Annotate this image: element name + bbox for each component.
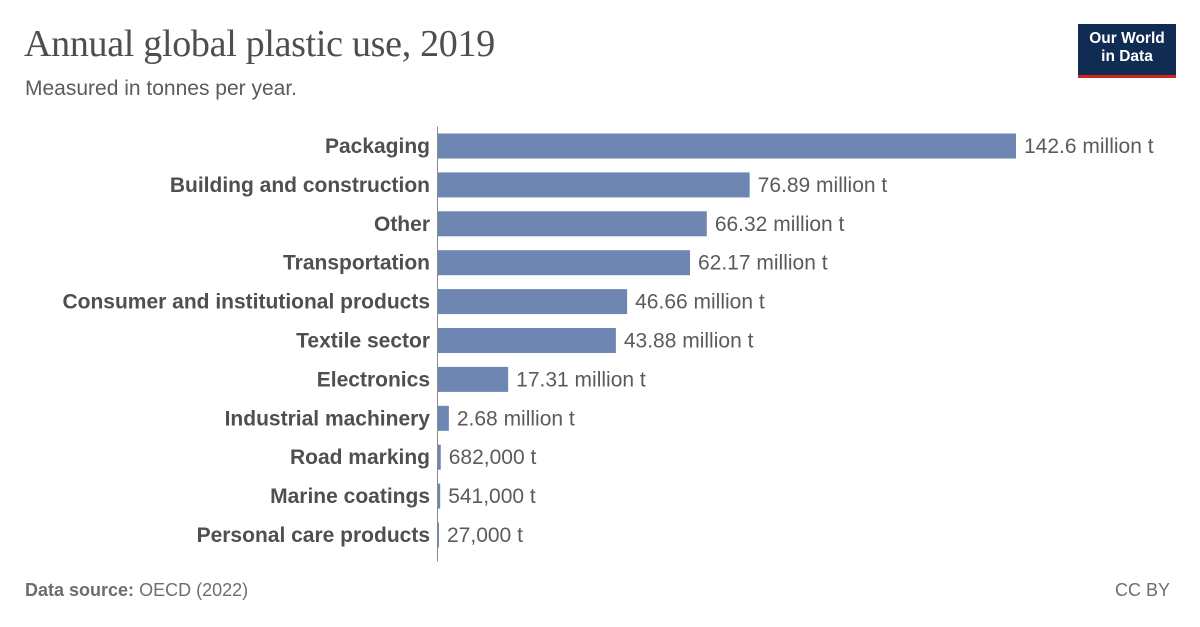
category-label: Road marking — [290, 446, 430, 469]
data-source-label: Data source: — [25, 580, 135, 600]
chart-subtitle: Measured in tonnes per year. — [25, 77, 297, 100]
chart-title: Annual global plastic use, 2019 — [24, 23, 495, 65]
value-label: 43.88 million t — [624, 330, 754, 353]
category-label: Consumer and institutional products — [62, 291, 430, 314]
bar[interactable] — [438, 250, 690, 276]
bar[interactable] — [438, 483, 441, 509]
category-label: Textile sector — [296, 330, 430, 353]
bar[interactable] — [438, 405, 449, 431]
category-label: Electronics — [317, 368, 430, 391]
value-label: 46.66 million t — [635, 291, 765, 314]
bar[interactable] — [438, 366, 509, 392]
category-label: Transportation — [283, 252, 430, 275]
license-link[interactable]: CC BY — [1114, 580, 1170, 600]
value-label: 2.68 million t — [457, 407, 575, 430]
bar[interactable] — [438, 133, 1016, 159]
bar[interactable] — [438, 211, 707, 237]
bar[interactable] — [438, 328, 616, 353]
value-label: 66.32 million t — [715, 213, 845, 236]
data-source-value[interactable]: OECD (2022) — [139, 580, 249, 600]
category-label: Industrial machinery — [225, 407, 431, 430]
logo-line-1: Our World — [1089, 30, 1165, 47]
bar[interactable] — [438, 444, 441, 470]
bar[interactable] — [438, 289, 628, 315]
category-label: Marine coatings — [270, 485, 430, 508]
category-label: Personal care products — [197, 524, 430, 547]
value-label: 17.31 million t — [516, 368, 646, 391]
value-label: 76.89 million t — [758, 174, 888, 197]
value-label: 142.6 million t — [1024, 135, 1154, 158]
owid-logo[interactable]: Our World in Data — [1078, 24, 1176, 78]
logo-line-2: in Data — [1101, 48, 1153, 65]
value-label: 541,000 t — [448, 485, 536, 508]
value-label: 62.17 million t — [698, 252, 828, 275]
value-label: 27,000 t — [447, 524, 523, 547]
bar[interactable] — [438, 172, 750, 198]
category-label: Other — [374, 213, 430, 236]
data-source: Data source: OECD (2022) — [25, 580, 248, 601]
value-label: 682,000 t — [449, 446, 537, 469]
category-label: Packaging — [325, 135, 430, 158]
bar[interactable] — [438, 522, 439, 548]
category-label: Building and construction — [170, 174, 430, 197]
